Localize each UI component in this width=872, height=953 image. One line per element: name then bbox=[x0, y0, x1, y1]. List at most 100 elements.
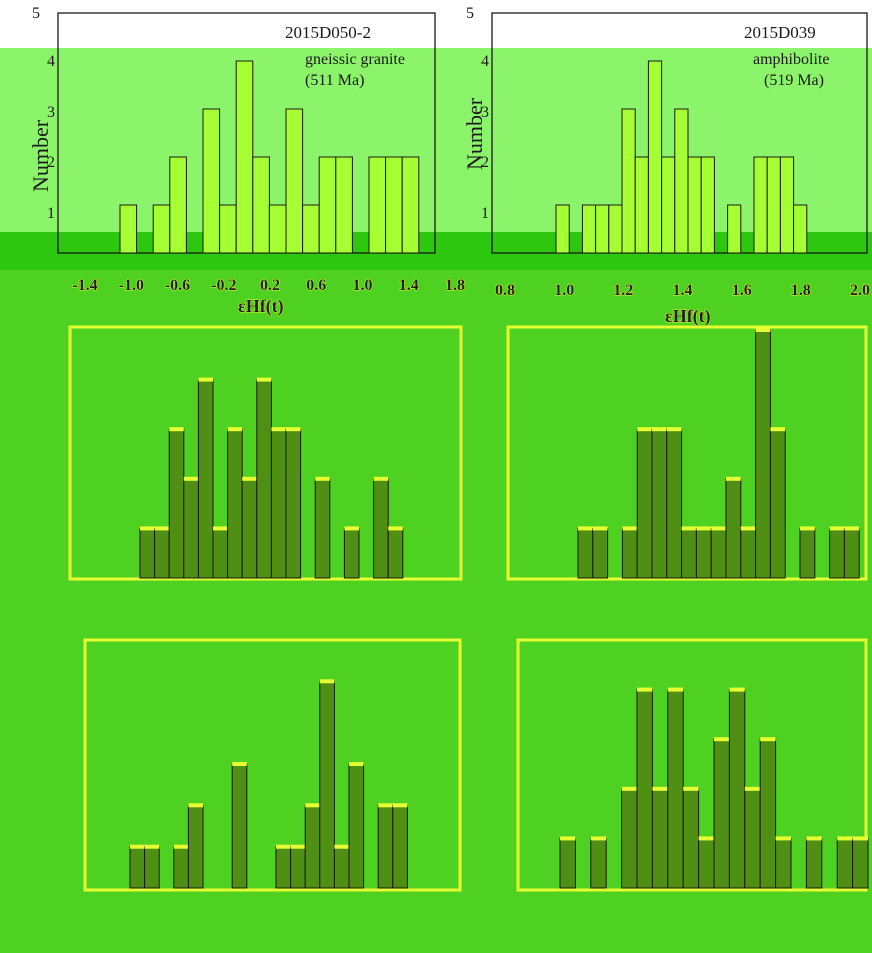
histogram-bar bbox=[852, 837, 869, 889]
x-tick-label: -0.2 bbox=[211, 277, 236, 294]
bar-highlight bbox=[755, 328, 771, 332]
histogram-bar bbox=[290, 846, 306, 889]
lithology-label: amphibolite bbox=[753, 51, 829, 68]
histogram-bar bbox=[183, 478, 199, 579]
histogram-bar bbox=[681, 527, 697, 579]
bar-highlight bbox=[711, 526, 726, 531]
bar-highlight bbox=[232, 762, 247, 766]
histogram-bar bbox=[119, 204, 138, 254]
y-axis-label: Number bbox=[462, 97, 487, 170]
y-tick-label: 3 bbox=[47, 104, 55, 121]
histogram-bar bbox=[401, 156, 420, 254]
bars-group bbox=[577, 328, 860, 579]
y-tick-label: 4 bbox=[47, 53, 55, 70]
panel-top-left: 5 4 3 2 1 Number 2015D050-2 gneissic gra… bbox=[28, 5, 465, 317]
panel-frame bbox=[83, 638, 462, 892]
bar-highlight bbox=[829, 526, 845, 531]
histogram-bar bbox=[202, 108, 221, 254]
histogram-bar bbox=[769, 428, 786, 579]
bar-highlight bbox=[378, 803, 393, 808]
x-tick-label: 1.2 bbox=[613, 282, 633, 299]
panel-bottom-right bbox=[516, 638, 869, 892]
bar-highlight bbox=[760, 737, 776, 742]
histogram-bar bbox=[647, 60, 663, 254]
y-tick-label: 3 bbox=[481, 104, 489, 121]
bar-highlight bbox=[744, 786, 761, 791]
histogram-bar bbox=[559, 837, 576, 889]
y-tick-label: 5 bbox=[466, 5, 474, 22]
histogram-bar bbox=[666, 428, 683, 579]
x-tick-label: 0.2 bbox=[260, 277, 280, 294]
bar-highlight bbox=[729, 687, 745, 692]
histogram-bar bbox=[302, 204, 320, 254]
histogram-bar bbox=[169, 156, 187, 254]
panel-frame bbox=[516, 638, 868, 892]
x-axis-label: εHf(t) bbox=[665, 306, 711, 327]
bar-highlight bbox=[844, 526, 860, 531]
bar-highlight bbox=[213, 526, 228, 531]
panel-middle-right bbox=[506, 325, 868, 581]
histogram-bar bbox=[377, 804, 394, 889]
histogram-bar bbox=[318, 156, 337, 254]
histogram-bar bbox=[753, 156, 768, 254]
histogram-bar bbox=[621, 788, 638, 889]
histogram-bar bbox=[270, 428, 287, 579]
bar-highlight bbox=[140, 526, 155, 531]
histogram-bar bbox=[387, 527, 404, 579]
bar-highlight bbox=[349, 762, 364, 766]
histogram-bar bbox=[766, 156, 781, 254]
x-tick-label: -0.6 bbox=[165, 277, 190, 294]
bar-highlight bbox=[560, 836, 576, 841]
histogram-bar bbox=[285, 108, 304, 254]
histogram-bar bbox=[621, 108, 636, 254]
panel-middle-left bbox=[68, 325, 463, 581]
bar-highlight bbox=[319, 679, 335, 684]
y-tick-label: 4 bbox=[481, 53, 489, 70]
histogram-bar bbox=[829, 527, 845, 579]
bars-group bbox=[119, 60, 420, 254]
y-tick-label: 2 bbox=[47, 154, 55, 171]
histogram-bar bbox=[256, 379, 272, 579]
histogram-bar bbox=[173, 846, 189, 889]
bar-highlight bbox=[652, 427, 667, 432]
bar-highlight bbox=[800, 526, 815, 531]
top-axis-band bbox=[0, 232, 872, 270]
histogram-bar bbox=[636, 428, 653, 579]
histogram-bar bbox=[608, 204, 623, 254]
bar-highlight bbox=[315, 476, 330, 481]
x-tick-label: 1.4 bbox=[673, 282, 693, 299]
bar-highlight bbox=[188, 803, 203, 808]
histogram-bar bbox=[595, 204, 610, 254]
bar-highlight bbox=[698, 836, 714, 841]
bar-highlight bbox=[334, 844, 349, 849]
sample-label: 2015D039 bbox=[744, 23, 816, 42]
histogram-bar bbox=[343, 527, 360, 579]
age-label: (511 Ma) bbox=[305, 72, 364, 89]
histogram-bar bbox=[700, 156, 715, 254]
bars-group bbox=[555, 60, 808, 254]
lithology-label: gneissic granite bbox=[305, 51, 405, 68]
histogram-bar bbox=[727, 204, 742, 254]
bar-highlight bbox=[637, 687, 653, 692]
histogram-bar bbox=[687, 156, 702, 254]
x-ticks-group: 0.8 1.0 1.2 1.4 1.6 1.8 2.0 bbox=[495, 282, 871, 300]
histogram-bar bbox=[275, 846, 292, 889]
histogram-bar bbox=[793, 204, 808, 254]
histogram-bar bbox=[197, 379, 214, 579]
histogram-bar bbox=[805, 837, 823, 889]
histogram-bar bbox=[333, 846, 350, 889]
y-axis-label: Number bbox=[28, 119, 53, 192]
sample-label: 2015D050-2 bbox=[285, 23, 371, 42]
histogram-bar bbox=[695, 527, 712, 579]
histogram-bar bbox=[231, 763, 248, 889]
histogram-bar bbox=[335, 156, 353, 254]
bars-group bbox=[559, 687, 869, 889]
histogram-bar bbox=[252, 156, 270, 254]
bar-highlight bbox=[726, 476, 741, 481]
bar-highlight bbox=[770, 427, 786, 432]
x-tick-label: 1.0 bbox=[554, 282, 574, 299]
histogram-bar bbox=[590, 837, 607, 889]
bar-highlight bbox=[622, 526, 638, 531]
y-tick-label: 5 bbox=[32, 5, 40, 22]
